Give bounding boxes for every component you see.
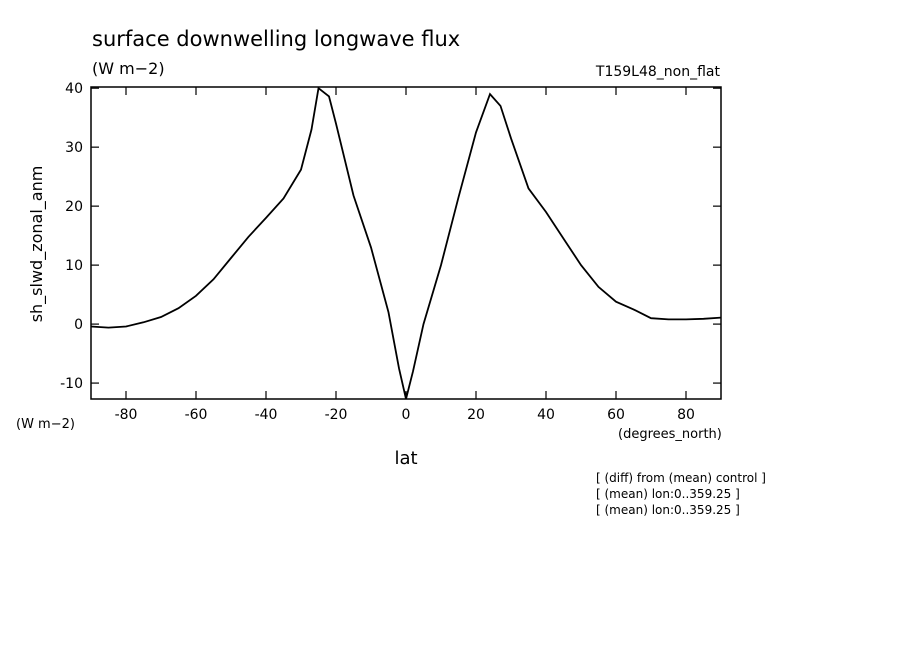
y-tick-label: 10: [65, 258, 83, 274]
x-tick-label: -60: [185, 407, 208, 423]
subtitle: (W m−2): [92, 59, 165, 78]
x-axis-label: lat: [394, 448, 417, 469]
run-label: T159L48_non_flat: [595, 64, 721, 80]
x-tick-label: 40: [537, 407, 555, 423]
x-tick-label: 0: [402, 407, 411, 423]
note: [ (mean) lon:0..359.25 ]: [596, 487, 740, 501]
plot-frame: [90, 86, 722, 400]
x-tick-label: -80: [115, 407, 138, 423]
y-units: (W m−2): [16, 417, 75, 432]
x-tick-label: 20: [467, 407, 485, 423]
y-tick-label: 0: [74, 317, 83, 333]
chart-title: surface downwelling longwave flux: [92, 27, 460, 51]
note: [ (diff) from (mean) control ]: [596, 471, 766, 485]
y-tick-label: 30: [65, 140, 83, 156]
y-tick-label: -10: [60, 376, 83, 392]
y-axis-label: sh_slwd_zonal_anm: [27, 166, 47, 323]
y-tick-label: 20: [65, 199, 83, 215]
y-tick-label: 40: [65, 81, 83, 97]
x-tick-label: 80: [677, 407, 695, 423]
note: [ (mean) lon:0..359.25 ]: [596, 503, 740, 517]
x-units: (degrees_north): [618, 427, 722, 442]
x-tick-label: 60: [607, 407, 625, 423]
x-tick-label: -20: [325, 407, 348, 423]
data-line: [91, 87, 721, 399]
x-tick-label: -40: [255, 407, 278, 423]
